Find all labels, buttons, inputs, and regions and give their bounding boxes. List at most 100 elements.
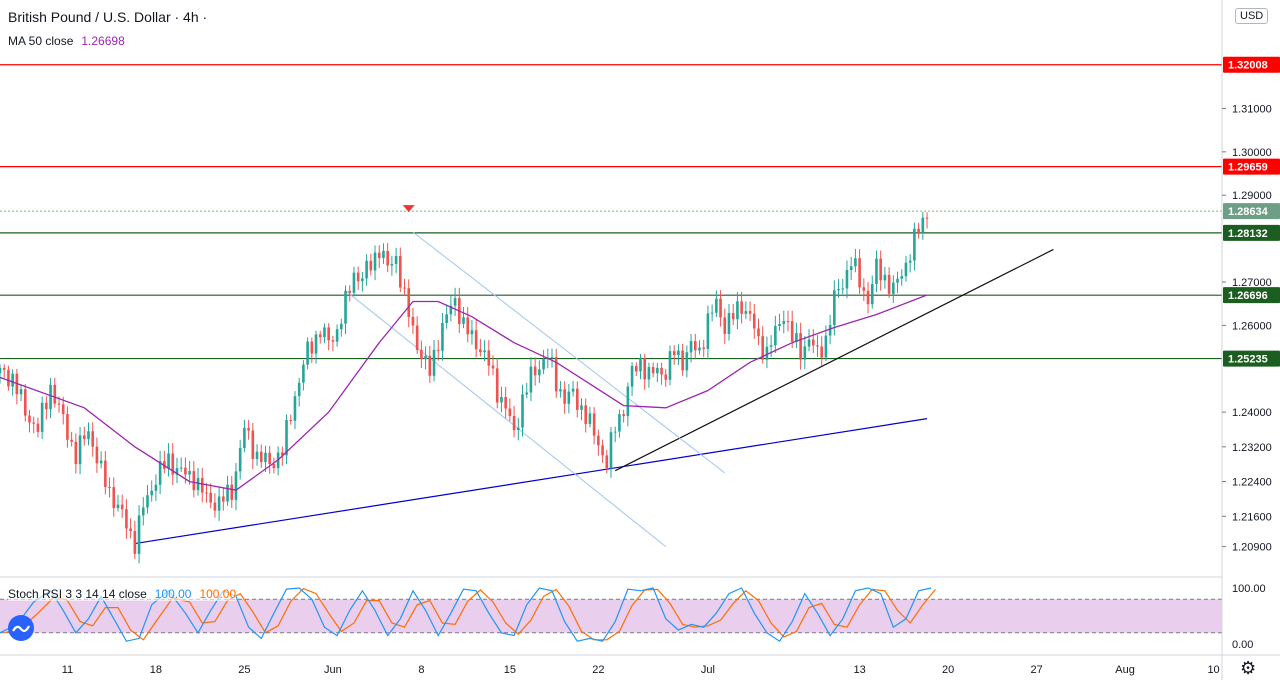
candle-body bbox=[529, 366, 533, 393]
candle-body bbox=[251, 430, 255, 459]
price-tag bbox=[1223, 287, 1280, 304]
candle-body bbox=[196, 477, 200, 491]
price-tag-label: 1.28132 bbox=[1228, 228, 1268, 240]
candle-body bbox=[247, 427, 250, 431]
candle-body bbox=[731, 313, 735, 320]
candle-body bbox=[706, 313, 710, 349]
y-tick-label: 1.27000 bbox=[1232, 277, 1272, 289]
candle-body bbox=[740, 301, 743, 314]
candle-body bbox=[892, 282, 895, 294]
candle-body bbox=[837, 288, 840, 291]
candle-body bbox=[120, 504, 124, 510]
candle-body bbox=[613, 431, 617, 433]
candle-body bbox=[567, 391, 571, 404]
candle-body bbox=[795, 333, 798, 342]
candle-body bbox=[318, 334, 322, 338]
candle-body bbox=[723, 317, 727, 334]
candle-body bbox=[626, 386, 630, 417]
candle-body bbox=[765, 346, 769, 360]
y-tick-label: 1.24000 bbox=[1232, 407, 1272, 419]
candle-body bbox=[281, 452, 284, 456]
x-tick-label: 13 bbox=[853, 664, 865, 676]
candle-body bbox=[0, 367, 2, 374]
candle-body bbox=[146, 495, 149, 508]
candle-body bbox=[373, 252, 377, 271]
candle-body bbox=[306, 341, 309, 365]
candle-body bbox=[580, 405, 583, 410]
candle-body bbox=[571, 388, 575, 392]
candle-body bbox=[879, 258, 882, 281]
candle-body bbox=[841, 288, 845, 290]
candle-body bbox=[639, 357, 642, 372]
candle-body bbox=[175, 468, 179, 475]
candle-body bbox=[925, 217, 929, 219]
candle-body bbox=[399, 256, 402, 288]
candle-body bbox=[685, 352, 689, 371]
candle-body bbox=[36, 423, 40, 432]
candle-body bbox=[137, 515, 141, 554]
candle-body bbox=[78, 435, 82, 465]
x-tick-label: Jun bbox=[324, 664, 342, 676]
candle-body bbox=[209, 492, 212, 503]
y-tick-label: 1.30000 bbox=[1232, 147, 1272, 159]
candle-body bbox=[757, 328, 760, 337]
candle-body bbox=[179, 467, 183, 469]
candle-body bbox=[352, 272, 356, 293]
candle-body bbox=[403, 287, 406, 289]
candle-body bbox=[40, 402, 44, 432]
ma50-line bbox=[0, 294, 928, 491]
stoch-k-value: 100.00 bbox=[154, 587, 192, 601]
candle-body bbox=[774, 326, 777, 346]
channel-line bbox=[412, 231, 726, 474]
candle-body bbox=[597, 435, 600, 446]
candle-body bbox=[622, 414, 625, 417]
candle-body bbox=[323, 327, 326, 338]
candle-body bbox=[634, 365, 638, 372]
candle-body bbox=[479, 349, 482, 353]
candle-body bbox=[542, 358, 545, 370]
candle-body bbox=[356, 272, 360, 282]
candle-body bbox=[816, 345, 819, 347]
candle-body bbox=[761, 336, 765, 360]
stoch-rsi-legend: Stoch RSI 3 3 14 14 close 100.00 100.00 bbox=[8, 587, 237, 601]
x-tick-label: Jul bbox=[701, 664, 715, 676]
candle-body bbox=[104, 460, 107, 487]
candle-body bbox=[525, 392, 529, 395]
candle-body bbox=[677, 350, 680, 356]
currency-badge[interactable]: USD bbox=[1235, 8, 1269, 24]
candle-body bbox=[19, 389, 23, 395]
stoch-tick-label: 0.00 bbox=[1232, 639, 1253, 651]
candle-body bbox=[314, 334, 318, 354]
candle-body bbox=[618, 414, 621, 432]
y-tick-label: 1.20900 bbox=[1232, 542, 1272, 554]
candle-body bbox=[171, 453, 175, 475]
candle-body bbox=[887, 274, 891, 294]
y-tick-label: 1.22400 bbox=[1232, 477, 1272, 489]
candle-body bbox=[500, 396, 503, 403]
candle-body bbox=[377, 252, 381, 259]
candle-body bbox=[630, 365, 634, 387]
candle-body bbox=[243, 427, 246, 449]
candle-body bbox=[647, 367, 651, 380]
candle-body bbox=[786, 320, 790, 322]
gear-icon[interactable]: ⚙ bbox=[1240, 658, 1257, 678]
price-tag bbox=[1223, 203, 1280, 220]
candle-body bbox=[285, 419, 288, 456]
x-tick-label: Aug bbox=[1115, 664, 1135, 676]
candle-body bbox=[344, 290, 347, 324]
candle-body bbox=[584, 405, 588, 424]
candle-body bbox=[908, 260, 912, 263]
tradingview-logo-icon[interactable] bbox=[8, 615, 34, 641]
candle-body bbox=[327, 327, 330, 341]
stoch-d-value: 100.00 bbox=[199, 587, 237, 601]
candle-body bbox=[466, 317, 470, 335]
candle-body bbox=[428, 355, 432, 376]
candle-body bbox=[150, 490, 154, 496]
x-tick-label: 27 bbox=[1030, 664, 1042, 676]
candle-body bbox=[656, 367, 659, 374]
candle-body bbox=[512, 415, 516, 431]
candle-body bbox=[87, 431, 90, 440]
candle-body bbox=[588, 413, 592, 424]
candle-body bbox=[470, 330, 474, 335]
